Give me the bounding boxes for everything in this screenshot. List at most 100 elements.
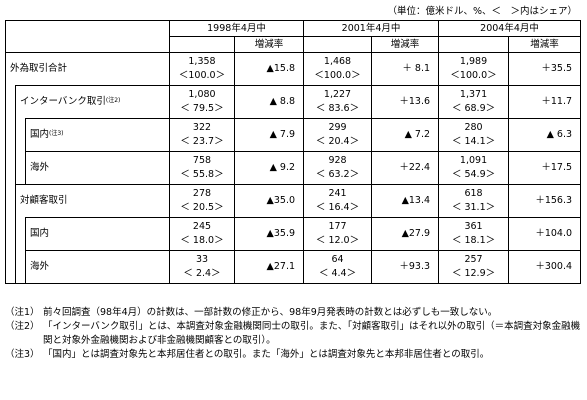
share: ＜ 2.4＞ <box>183 268 221 279</box>
value-header <box>303 36 373 53</box>
note-ref: (注2) <box>105 97 121 104</box>
value-cell: 1,080 ＜ 79.5＞ <box>169 85 235 119</box>
change-rate: ＋11.7 <box>508 85 582 119</box>
indent-cell <box>5 250 16 284</box>
amount: 1,091 <box>459 155 488 166</box>
value-cell: 1,227 ＜ 83.6＞ <box>303 85 373 119</box>
share: ＜ 31.1＞ <box>451 202 496 213</box>
amount: 361 <box>464 221 483 232</box>
unit-note: （単位：億米ドル、%、＜ ＞内はシェア） <box>387 6 577 17</box>
change-rate: ▲27.1 <box>233 250 305 284</box>
footnote-text: 「国内」とは調査対象先と本邦居住者との取引。また「海外」とは調査対象先と本邦非居… <box>43 349 490 360</box>
share: ＜ 16.4＞ <box>315 202 360 213</box>
indent-cell <box>5 151 16 185</box>
indent-cell <box>5 118 16 152</box>
value-cell: 64 ＜ 4.4＞ <box>303 250 373 284</box>
footnotes: （注1） 前々回調査（98年4月）の計数は、一部計数の修正から、98年9月発表時の… <box>5 306 582 362</box>
value-cell: 1,091 ＜ 54.9＞ <box>438 151 510 185</box>
row-label: 国内 <box>25 217 170 251</box>
table-row: 海外 758 ＜ 55.8＞ ▲ 9.2 928 ＜ 63.2＞ ＋22.4 1,091 ＜ 5… <box>5 151 582 185</box>
row-label: インターバンク取引(注2) <box>15 85 170 119</box>
share: ＜ 4.4＞ <box>318 268 357 279</box>
amount: 241 <box>328 188 347 199</box>
row-label: 国内(注3) <box>25 118 170 152</box>
change-rate: ＋ 8.1 <box>371 52 440 86</box>
amount: 1,227 <box>323 89 352 100</box>
amount: 1,080 <box>188 89 216 100</box>
footnote-text: 前々回調査（98年4月）の計数は、一部計数の修正から、98年9月発表時の計数とは… <box>43 307 498 318</box>
row-label: 海外 <box>25 151 170 185</box>
indent-cell <box>15 250 26 284</box>
amount: 280 <box>464 122 483 133</box>
share: ＜ 18.1＞ <box>451 235 496 246</box>
change-rate: ＋35.5 <box>508 52 582 86</box>
share: ＜ 20.4＞ <box>315 136 360 147</box>
value-header <box>169 36 235 53</box>
value-cell: 618 ＜ 31.1＞ <box>438 184 510 218</box>
share: ＜ 63.2＞ <box>315 169 360 180</box>
share: ＜ 68.9＞ <box>451 103 496 114</box>
amount: 758 <box>192 155 212 166</box>
share: ＜ 55.8＞ <box>180 169 224 180</box>
share: ＜ 54.9＞ <box>451 169 496 180</box>
amount: 618 <box>464 188 483 199</box>
change-rate: ▲ 6.3 <box>508 118 582 152</box>
table-row: インターバンク取引(注2) 1,080 ＜ 79.5＞ ▲ 8.8 1,227 ＜ 83.… <box>5 85 582 119</box>
value-cell: 1,371 ＜ 68.9＞ <box>438 85 510 119</box>
value-cell: 299 ＜ 20.4＞ <box>303 118 373 152</box>
amount: 1,358 <box>188 56 216 67</box>
change-rate: ▲ 7.9 <box>233 118 305 152</box>
row-label-text: インターバンク取引 <box>20 96 106 107</box>
change-rate: ＋17.5 <box>508 151 582 185</box>
share: ＜ 12.9＞ <box>451 268 496 279</box>
change-rate: ＋93.3 <box>371 250 440 284</box>
change-rate: ▲35.9 <box>233 217 305 251</box>
change-header: 増減率 <box>233 36 305 53</box>
value-cell: 245 ＜ 18.0＞ <box>169 217 235 251</box>
share: ＜ 23.7＞ <box>180 136 224 147</box>
period-header: 2001年4月中 <box>303 20 440 37</box>
amount: 299 <box>328 122 347 133</box>
share: ＜100.0＞ <box>178 70 226 81</box>
value-cell: 1,468 ＜100.0＞ <box>303 52 373 86</box>
value-cell: 322 ＜ 23.7＞ <box>169 118 235 152</box>
share: ＜100.0＞ <box>450 70 497 81</box>
share: ＜100.0＞ <box>314 70 361 81</box>
row-label-text: 外為取引合計 <box>10 63 68 74</box>
change-header: 増減率 <box>371 36 440 53</box>
value-cell: 928 ＜ 63.2＞ <box>303 151 373 185</box>
footnote: （注1） 前々回調査（98年4月）の計数は、一部計数の修正から、98年9月発表時の… <box>5 306 582 320</box>
row-label: 対顧客取引 <box>15 184 170 218</box>
change-rate: ＋300.4 <box>508 250 582 284</box>
period-header: 1998年4月中 <box>168 20 305 37</box>
table-row: 国内(注3) 322 ＜ 23.7＞ ▲ 7.9 299 ＜ 20.4＞ ▲ 7.2 280 ＜… <box>5 118 582 152</box>
footnote-key: （注3） <box>5 349 40 360</box>
row-label-text: 海外 <box>30 261 50 272</box>
amount: 928 <box>328 155 347 166</box>
fx-turnover-table: 1998年4月中 2001年4月中 2004年4月中 増減率 増減率 増減率 外… <box>5 20 582 284</box>
share: ＜ 20.5＞ <box>180 202 224 213</box>
change-rate: ▲ 8.8 <box>233 85 305 119</box>
table-row: 対顧客取引 278 ＜ 20.5＞ ▲35.0 241 ＜ 16.4＞ ▲13.4 618 ＜ … <box>5 184 582 218</box>
amount: 1,468 <box>323 56 352 67</box>
change-rate: ＋104.0 <box>508 217 582 251</box>
value-cell: 280 ＜ 14.1＞ <box>438 118 510 152</box>
table-row: 海外 33 ＜ 2.4＞ ▲27.1 64 ＜ 4.4＞ ＋93.3 257 ＜ 12.9＞ ＋3… <box>5 250 582 284</box>
change-rate: ▲15.8 <box>233 52 305 86</box>
amount: 177 <box>328 221 347 232</box>
indent-cell <box>5 184 16 218</box>
share: ＜ 14.1＞ <box>451 136 496 147</box>
footnote: （注3） 「国内」とは調査対象先と本邦居住者との取引。また「海外」とは調査対象先と… <box>5 348 582 362</box>
period-header: 2004年4月中 <box>438 20 582 37</box>
amount: 322 <box>192 122 212 133</box>
share: ＜ 12.0＞ <box>315 235 360 246</box>
share: ＜ 18.0＞ <box>180 235 224 246</box>
amount: 1,371 <box>459 89 488 100</box>
header-corner <box>5 20 170 53</box>
value-cell: 1,358 ＜100.0＞ <box>169 52 235 86</box>
footnote-text: 「インターバンク取引」とは、本調査対象金融機関同士の取引。また、「対顧客取引」は… <box>43 321 581 346</box>
footnote-key: （注1） <box>5 307 40 318</box>
indent-cell <box>15 217 26 251</box>
value-cell: 241 ＜ 16.4＞ <box>303 184 373 218</box>
amount: 278 <box>192 188 212 199</box>
